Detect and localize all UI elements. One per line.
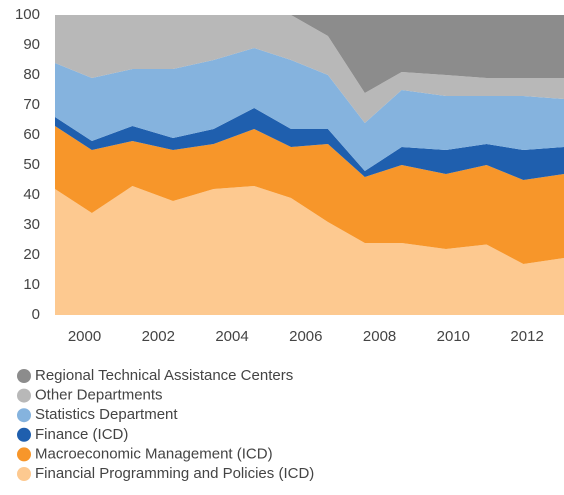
y-tick-label: 90	[23, 36, 40, 53]
area	[55, 15, 564, 93]
y-tick-label: 60	[23, 126, 40, 143]
y-tick-label: 40	[23, 186, 40, 203]
legend-label: Statistics Department	[35, 406, 178, 423]
legend-label: Regional Technical Assistance Centers	[35, 367, 293, 384]
legend-swatch	[17, 427, 31, 442]
area	[55, 108, 564, 180]
x-tick-label: 2012	[510, 328, 543, 345]
area	[55, 126, 564, 264]
y-tick-label: 30	[23, 216, 40, 233]
y-tick-label: 10	[23, 276, 40, 293]
y-tick-label: 0	[32, 306, 40, 323]
x-tick-label: 2004	[215, 328, 248, 345]
area	[55, 48, 564, 171]
area	[55, 186, 564, 315]
legend-label: Finance (ICD)	[35, 426, 128, 443]
area	[55, 15, 564, 123]
y-tick-label: 70	[23, 96, 40, 113]
legend-label: Macroeconomic Management (ICD)	[35, 445, 273, 462]
legend-swatch	[17, 369, 31, 383]
x-tick-label: 2008	[363, 328, 396, 345]
legend-swatch	[17, 467, 31, 481]
x-tick-label: 2002	[142, 328, 175, 345]
legend-swatch	[17, 408, 31, 423]
y-tick-label: 80	[23, 66, 40, 83]
x-tick-label: 2000	[68, 328, 101, 345]
legend-swatch	[17, 447, 31, 462]
y-tick-label: 50	[23, 156, 40, 173]
legend-label: Other Departments	[35, 387, 163, 404]
x-tick-label: 2010	[437, 328, 470, 345]
legend-label: Financial Programming and Policies (ICD)	[35, 465, 314, 482]
x-tick-label: 2006	[289, 328, 322, 345]
y-tick-label: 100	[15, 6, 40, 23]
legend-swatch	[17, 388, 31, 403]
y-tick-label: 20	[23, 246, 40, 263]
